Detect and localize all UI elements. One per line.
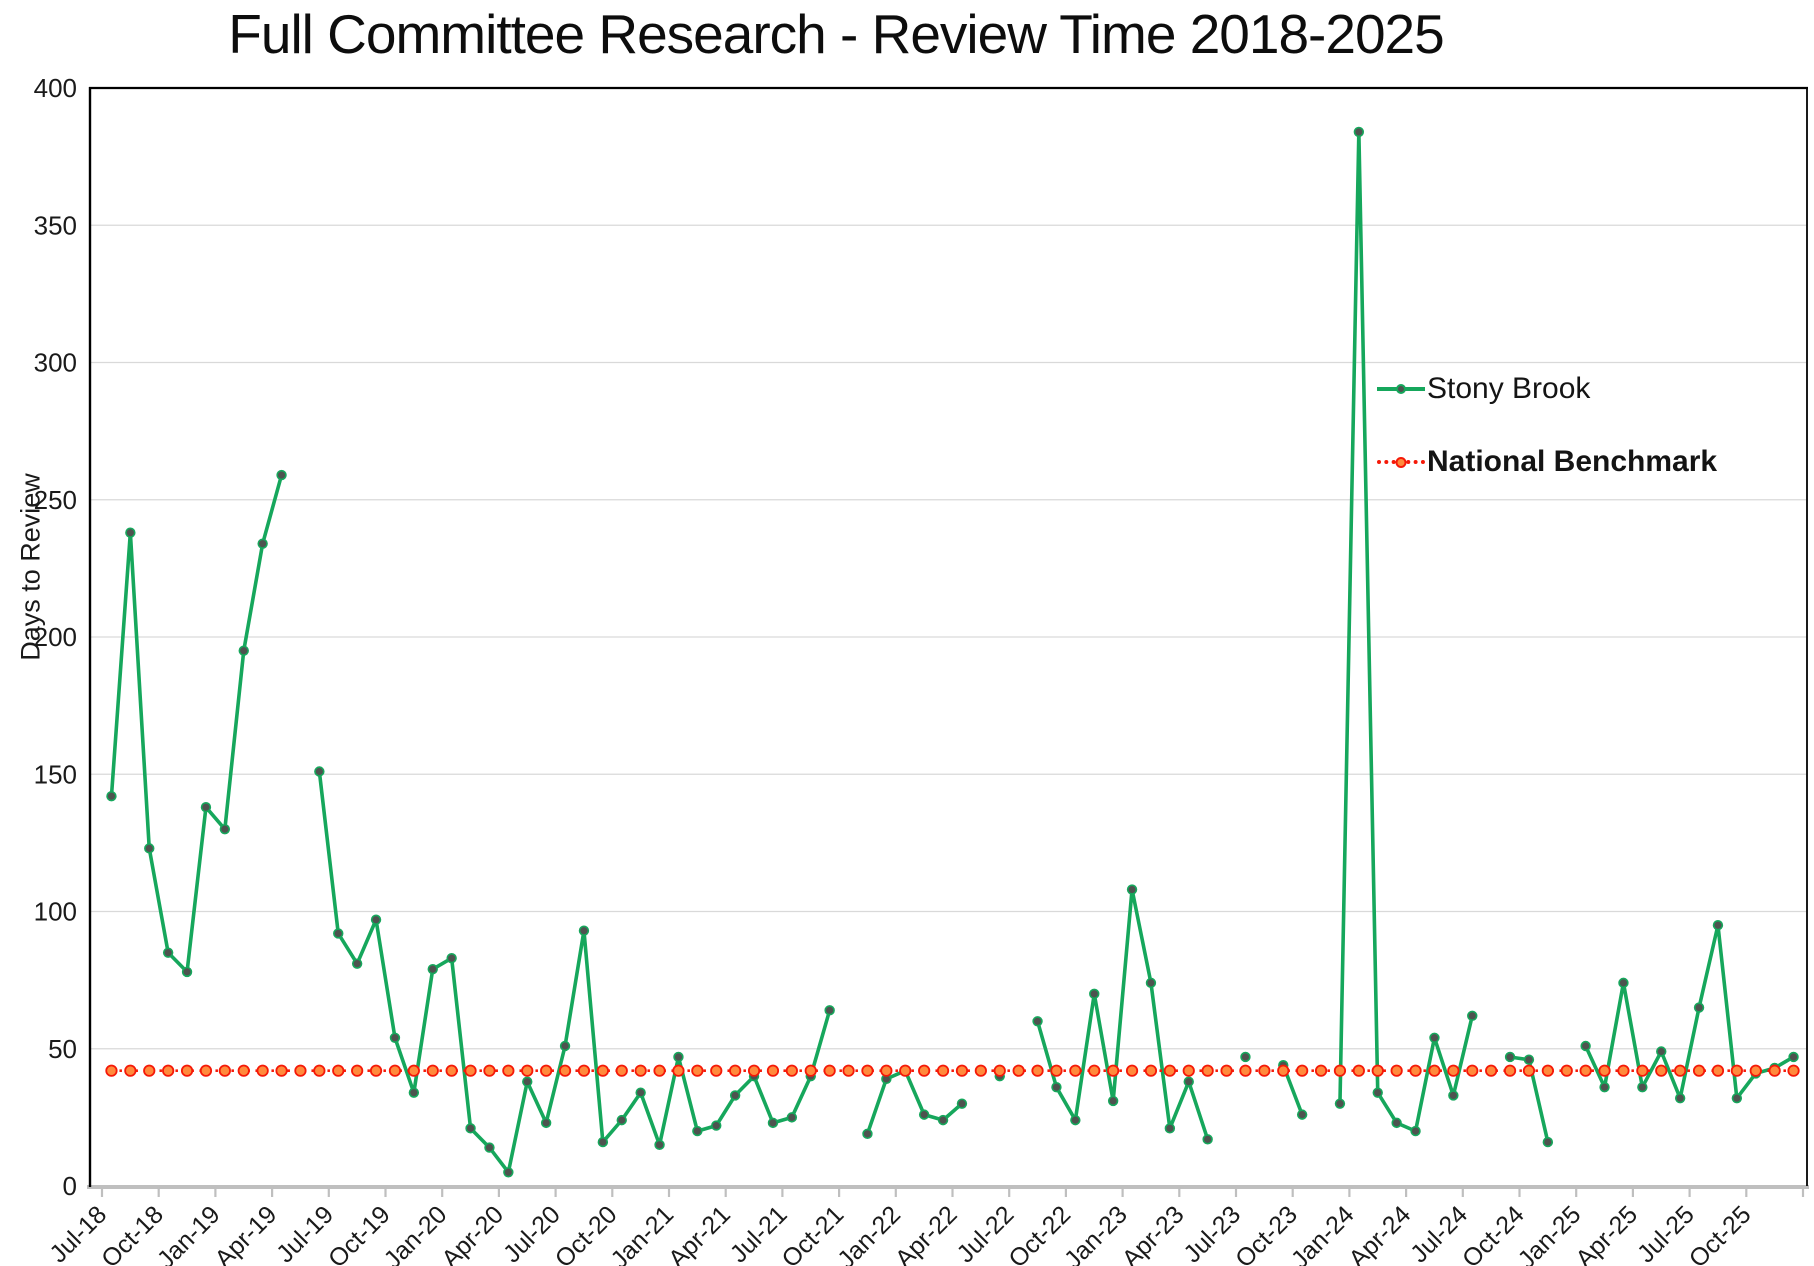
svg-text:250: 250 <box>34 485 77 515</box>
svg-text:Apr-19: Apr-19 <box>209 1200 282 1266</box>
svg-text:150: 150 <box>34 759 77 789</box>
svg-text:Apr-24: Apr-24 <box>1343 1200 1416 1266</box>
benchmark-line-swatch <box>1377 457 1425 468</box>
svg-text:400: 400 <box>34 73 77 103</box>
legend-label-national-benchmark: National Benchmark <box>1427 445 1718 478</box>
svg-text:100: 100 <box>34 897 77 927</box>
svg-text:300: 300 <box>34 348 77 378</box>
svg-text:0: 0 <box>63 1171 77 1201</box>
legend-item-national-benchmark: National Benchmark <box>1377 439 1717 485</box>
svg-text:Apr-21: Apr-21 <box>663 1200 736 1266</box>
svg-text:Apr-25: Apr-25 <box>1570 1200 1643 1266</box>
svg-text:Apr-20: Apr-20 <box>436 1200 509 1266</box>
stony-brook-line-swatch <box>1377 384 1425 394</box>
svg-text:Apr-22: Apr-22 <box>890 1200 963 1266</box>
svg-text:50: 50 <box>48 1034 77 1064</box>
stony-brook-marker-icon <box>1396 384 1406 394</box>
svg-text:200: 200 <box>34 622 77 652</box>
legend-label-stony-brook: Stony Brook <box>1427 372 1591 405</box>
legend: Stony Brook National Benchmark <box>1377 366 1717 485</box>
legend-item-stony-brook: Stony Brook <box>1377 366 1717 412</box>
benchmark-marker-icon <box>1395 457 1407 468</box>
chart-title: Full Committee Research - Review Time 20… <box>228 3 1444 65</box>
svg-text:350: 350 <box>34 210 77 240</box>
svg-text:Oct-25: Oct-25 <box>1684 1200 1757 1266</box>
svg-text:Apr-23: Apr-23 <box>1117 1200 1190 1266</box>
